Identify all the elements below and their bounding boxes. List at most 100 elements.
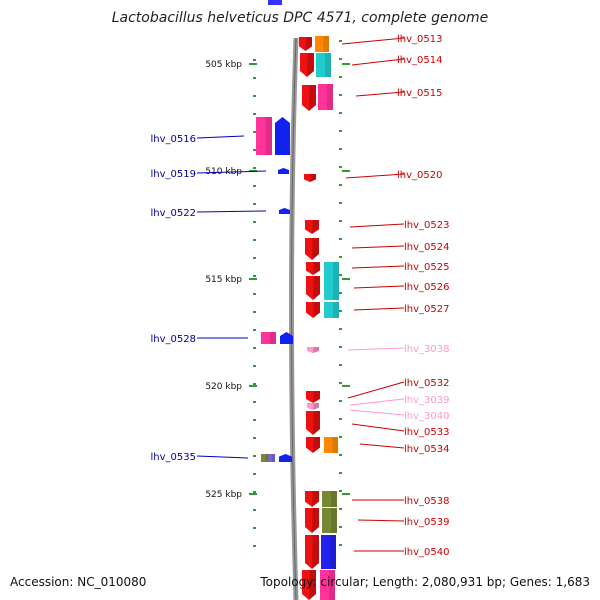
- reverse-cog-box-olive-shade: [265, 454, 269, 462]
- forward-gene-label: lhv_0540: [404, 547, 449, 558]
- tick-label: 510 kbp: [205, 167, 242, 177]
- reverse-guide-dot: [253, 419, 256, 421]
- reverse-guide-dot: [253, 293, 256, 295]
- forward-guide-dot: [339, 544, 342, 546]
- reverse-guide-dot: [253, 365, 256, 367]
- cog-box-cyan: [324, 302, 339, 318]
- reverse-gene-arrow: [280, 332, 293, 344]
- forward-gene-leader: [353, 285, 405, 289]
- forward-gene-label: lhv_0520: [397, 170, 442, 181]
- forward-gene-leader: [345, 173, 405, 179]
- forward-guide-dot: [339, 76, 342, 78]
- reverse-gene-label: lhv_0535: [151, 452, 196, 463]
- tick-label: 505 kbp: [205, 60, 242, 70]
- reverse-gene-label: lhv_0519: [151, 169, 196, 180]
- reverse-guide-dot: [253, 527, 256, 529]
- forward-gene-leader: [349, 409, 405, 416]
- forward-gene-arrow: [304, 174, 316, 182]
- reverse-gene-arrow: [279, 208, 290, 214]
- reverse-guide-dot: [253, 77, 256, 79]
- reverse-guide-dot: [253, 383, 256, 385]
- forward-gene-arrow: [306, 391, 320, 403]
- tick-mark: [342, 63, 350, 65]
- forward-guide-dot: [339, 436, 342, 438]
- forward-gene-arrow-shade: [307, 53, 314, 77]
- forward-guide-dot: [339, 454, 342, 456]
- forward-gene-leader: [353, 307, 405, 311]
- forward-gene-label: lhv_3040: [404, 411, 449, 422]
- cog-box-cyan: [324, 262, 339, 300]
- cog-box-cyan-shade: [333, 302, 339, 318]
- reverse-cog-box-olive: [261, 454, 269, 462]
- reverse-cog-box-magenta-shade: [270, 332, 276, 344]
- forward-guide-dot: [339, 40, 342, 42]
- forward-gene-arrow-pink-shade: [313, 403, 319, 410]
- forward-gene-arrow-shade: [313, 437, 320, 453]
- forward-guide-dot: [339, 220, 342, 222]
- forward-guide-dot: [339, 508, 342, 510]
- forward-gene-label: lhv_3038: [404, 344, 449, 355]
- forward-gene-label: lhv_0539: [404, 517, 449, 528]
- tick-mark: [342, 493, 350, 495]
- forward-guide-dot: [339, 94, 342, 96]
- cog-box-orange: [315, 36, 329, 52]
- forward-gene-arrow: [306, 262, 320, 275]
- forward-gene-arrow: [306, 411, 320, 435]
- cog-box-olive-shade: [331, 491, 337, 507]
- forward-gene-arrow: [306, 302, 320, 318]
- reverse-gene-arrow: [278, 168, 289, 174]
- reverse-guide-dot: [253, 473, 256, 475]
- forward-gene-label: lhv_0514: [397, 55, 442, 66]
- forward-gene-arrow-shade: [312, 220, 319, 234]
- forward-guide-dot: [339, 328, 342, 330]
- reverse-guide-dot: [253, 545, 256, 547]
- reverse-guide-dot: [253, 455, 256, 457]
- top-reverse-feature: [268, 0, 282, 5]
- reverse-gene-arrow: [279, 454, 292, 462]
- cog-box-cyan: [316, 53, 331, 77]
- accession-text: Accession: NC_010080: [10, 575, 147, 589]
- forward-gene-label: lhv_0538: [404, 496, 449, 507]
- forward-guide-dot: [339, 184, 342, 186]
- cog-box-olive-shade: [331, 508, 337, 533]
- tick-label: 520 kbp: [205, 382, 242, 392]
- forward-gene-leader: [351, 245, 405, 249]
- reverse-guide-dot: [253, 203, 256, 205]
- reverse-cog-box-magenta: [256, 117, 272, 155]
- forward-gene-leader: [349, 223, 405, 228]
- tick-mark: [249, 385, 257, 387]
- forward-gene-arrow: [306, 437, 320, 453]
- forward-gene-arrow-shade: [312, 491, 319, 507]
- forward-gene-arrow: [300, 53, 314, 77]
- forward-gene-arrow-shade: [309, 85, 316, 111]
- reverse-gene-leader: [196, 455, 249, 459]
- cog-box-magenta-shade: [327, 84, 333, 110]
- forward-gene-arrow: [305, 220, 319, 234]
- reverse-gene-label: lhv_0522: [151, 208, 196, 219]
- forward-guide-dot: [339, 382, 342, 384]
- cog-box-olive: [322, 491, 337, 507]
- reverse-gene-label: lhv_0516: [151, 134, 196, 145]
- forward-gene-arrow-shade: [313, 411, 320, 435]
- forward-gene-arrow: [305, 535, 319, 569]
- forward-guide-dot: [339, 130, 342, 132]
- forward-gene-arrow-pink-shade: [313, 347, 319, 353]
- forward-gene-arrow-shade: [310, 174, 316, 182]
- forward-gene-label: lhv_0526: [404, 282, 449, 293]
- reverse-guide-dot: [253, 113, 256, 115]
- map-title: Lactobacillus helveticus DPC 4571, compl…: [111, 10, 489, 26]
- forward-gene-label: lhv_0515: [397, 88, 442, 99]
- forward-gene-label: lhv_0525: [404, 262, 449, 273]
- reverse-gene-leader: [196, 210, 267, 213]
- forward-gene-leader: [341, 37, 405, 45]
- forward-gene-label: lhv_0523: [404, 220, 449, 231]
- reverse-guide-dot: [253, 221, 256, 223]
- cog-box-olive: [322, 508, 337, 533]
- forward-guide-dot: [339, 238, 342, 240]
- forward-guide-dot: [339, 400, 342, 402]
- forward-gene-arrow-shade: [313, 391, 320, 403]
- forward-guide-dot: [339, 490, 342, 492]
- forward-guide-dot: [339, 310, 342, 312]
- forward-gene-label: lhv_3039: [404, 395, 449, 406]
- reverse-gene-leader: [196, 135, 245, 139]
